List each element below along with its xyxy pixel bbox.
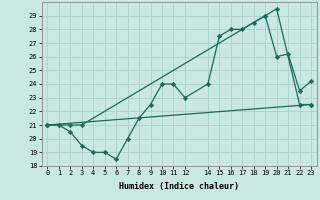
X-axis label: Humidex (Indice chaleur): Humidex (Indice chaleur) bbox=[119, 182, 239, 191]
